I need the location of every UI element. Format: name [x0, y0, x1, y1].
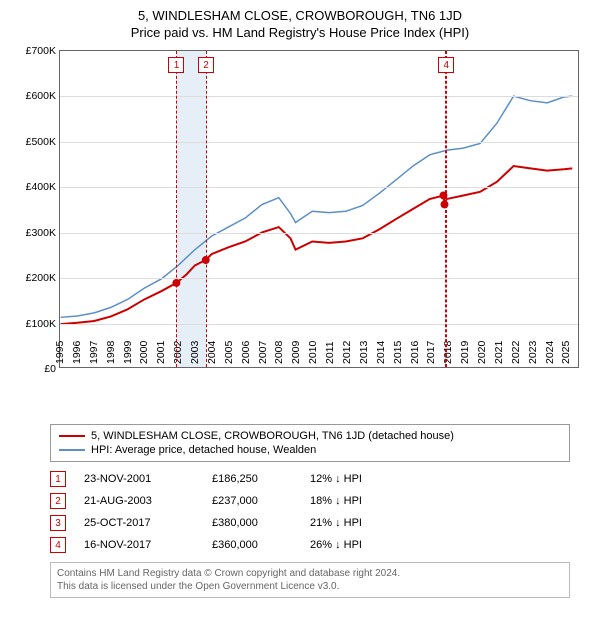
chart-svg — [60, 51, 578, 367]
sale-marker-box: 2 — [198, 57, 214, 73]
y-axis-label: £400K — [26, 181, 60, 193]
x-axis-label: 2007 — [257, 341, 269, 367]
sale-price: £380,000 — [212, 517, 292, 529]
x-axis-label: 2018 — [442, 341, 454, 367]
legend-row: HPI: Average price, detached house, Weal… — [59, 443, 561, 457]
sale-row: 3 25-OCT-2017 £380,000 21% ↓ HPI — [50, 512, 570, 534]
sale-diff: 26% ↓ HPI — [310, 539, 400, 551]
series-property — [61, 166, 573, 324]
x-axis-label: 2014 — [375, 341, 387, 367]
x-axis-label: 1998 — [105, 341, 117, 367]
x-axis-label: 2015 — [392, 341, 404, 367]
sale-date: 23-NOV-2001 — [84, 473, 194, 485]
series-hpi — [61, 96, 573, 317]
x-axis-label: 2025 — [560, 341, 572, 367]
sale-diff: 21% ↓ HPI — [310, 517, 400, 529]
x-axis-label: 1997 — [88, 341, 100, 367]
chart-area: £0£100K£200K£300K£400K£500K£600K£700K199… — [15, 46, 585, 416]
x-axis-label: 2017 — [425, 341, 437, 367]
sale-date: 21-AUG-2003 — [84, 495, 194, 507]
x-axis-label: 2023 — [527, 341, 539, 367]
sale-diff: 12% ↓ HPI — [310, 473, 400, 485]
sale-price: £360,000 — [212, 539, 292, 551]
x-axis-label: 1999 — [122, 341, 134, 367]
x-axis-label: 1996 — [71, 341, 83, 367]
y-axis-label: £300K — [26, 227, 60, 239]
sale-date: 16-NOV-2017 — [84, 539, 194, 551]
y-axis-label: £700K — [26, 45, 60, 57]
x-axis-label: 2009 — [290, 341, 302, 367]
x-axis-label: 2020 — [476, 341, 488, 367]
sale-marker-box: 4 — [438, 57, 454, 73]
sale-row: 2 21-AUG-2003 £237,000 18% ↓ HPI — [50, 490, 570, 512]
x-axis-label: 2004 — [206, 341, 218, 367]
x-axis-label: 2001 — [155, 341, 167, 367]
sale-index-box: 2 — [50, 493, 66, 509]
sale-marker-line — [206, 51, 207, 367]
x-axis-label: 2024 — [544, 341, 556, 367]
sale-date: 25-OCT-2017 — [84, 517, 194, 529]
x-axis-label: 2006 — [240, 341, 252, 367]
x-axis-label: 2011 — [324, 341, 336, 367]
legend: 5, WINDLESHAM CLOSE, CROWBOROUGH, TN6 1J… — [50, 424, 570, 462]
legend-swatch — [59, 449, 85, 451]
sale-diff: 18% ↓ HPI — [310, 495, 400, 507]
y-axis-label: £200K — [26, 272, 60, 284]
x-axis-label: 2021 — [493, 341, 505, 367]
sale-marker-box: 1 — [168, 57, 184, 73]
x-axis-label: 2008 — [273, 341, 285, 367]
sale-price: £237,000 — [212, 495, 292, 507]
legend-label: HPI: Average price, detached house, Weal… — [91, 444, 316, 456]
x-axis-label: 2003 — [189, 341, 201, 367]
sale-marker-line — [446, 51, 447, 367]
legend-row: 5, WINDLESHAM CLOSE, CROWBOROUGH, TN6 1J… — [59, 429, 561, 443]
x-axis-label: 2010 — [307, 341, 319, 367]
chart-subtitle: Price paid vs. HM Land Registry's House … — [10, 25, 590, 40]
legend-label: 5, WINDLESHAM CLOSE, CROWBOROUGH, TN6 1J… — [91, 430, 454, 442]
plot-area: £0£100K£200K£300K£400K£500K£600K£700K199… — [59, 50, 579, 368]
chart-title-block: 5, WINDLESHAM CLOSE, CROWBOROUGH, TN6 1J… — [10, 8, 590, 40]
x-axis-label: 2016 — [409, 341, 421, 367]
x-axis-label: 2000 — [138, 341, 150, 367]
attribution-footer: Contains HM Land Registry data © Crown c… — [50, 562, 570, 598]
footer-line-2: This data is licensed under the Open Gov… — [57, 580, 563, 593]
x-axis-label: 2019 — [459, 341, 471, 367]
y-axis-label: £600K — [26, 90, 60, 102]
y-axis-label: £100K — [26, 318, 60, 330]
x-axis-label: 2005 — [223, 341, 235, 367]
sale-row: 4 16-NOV-2017 £360,000 26% ↓ HPI — [50, 534, 570, 556]
x-axis-label: 2022 — [510, 341, 522, 367]
sale-index-box: 1 — [50, 471, 66, 487]
sale-price: £186,250 — [212, 473, 292, 485]
sale-marker-line — [176, 51, 177, 367]
footer-line-1: Contains HM Land Registry data © Crown c… — [57, 567, 563, 580]
x-axis-label: 1995 — [54, 341, 66, 367]
x-axis-label: 2002 — [172, 341, 184, 367]
x-axis-label: 2013 — [358, 341, 370, 367]
sale-row: 1 23-NOV-2001 £186,250 12% ↓ HPI — [50, 468, 570, 490]
x-axis-label: 2012 — [341, 341, 353, 367]
y-axis-label: £500K — [26, 136, 60, 148]
chart-title: 5, WINDLESHAM CLOSE, CROWBOROUGH, TN6 1J… — [10, 8, 590, 23]
sale-index-box: 3 — [50, 515, 66, 531]
sale-index-box: 4 — [50, 537, 66, 553]
sales-table: 1 23-NOV-2001 £186,250 12% ↓ HPI 2 21-AUG-200… — [50, 468, 570, 556]
legend-swatch — [59, 435, 85, 437]
